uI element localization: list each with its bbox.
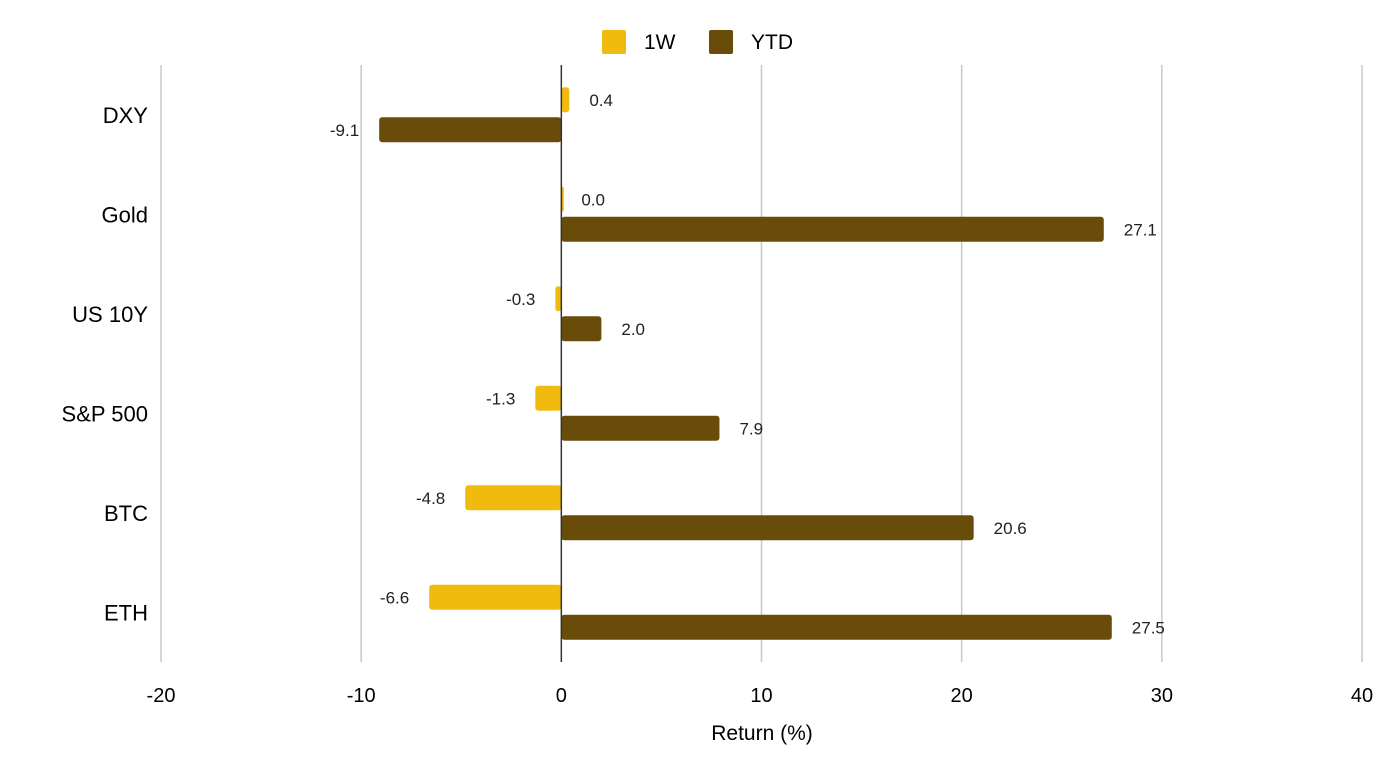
category-labels: DXY Gold US 10Y S&P 500 BTC ETH (62, 103, 149, 626)
value-label-ytd-us-10y: 2.0 (621, 320, 645, 339)
x-tick-labels: -20 -10 0 10 20 30 40 (147, 685, 1374, 707)
value-label-1w-btc: -4.8 (416, 489, 445, 508)
value-label-1w-gold: 0.0 (581, 190, 605, 209)
value-label-ytd-eth: 27.5 (1132, 618, 1165, 637)
bar-ytd-eth (561, 614, 1112, 640)
bar-1w-s-p-500 (535, 385, 562, 411)
value-label-ytd-dxy: -9.1 (330, 121, 359, 140)
legend-label-ytd: YTD (751, 31, 793, 54)
category-label-dxy: DXY (103, 103, 149, 128)
value-label-1w-dxy: 0.4 (589, 91, 613, 110)
bar-1w-dxy (561, 87, 570, 113)
x-tick-label-20: -20 (147, 685, 176, 707)
bar-ytd-us-10y (561, 316, 602, 342)
bar-ytd-dxy (379, 117, 562, 143)
value-labels: 0.4 -9.1 0.0 27.1 -0.3 2.0 -1.3 7.9 -4.8 20.6 -6.6… (330, 91, 1165, 638)
x-tick-label-40: 40 (1351, 685, 1373, 707)
category-label-us-10y: US 10Y (72, 302, 148, 327)
gridlines (160, 65, 1363, 662)
x-tick-label-10: 10 (750, 685, 772, 707)
bar-1w-eth (429, 584, 562, 610)
value-label-ytd-gold: 27.1 (1124, 220, 1157, 239)
category-label-btc: BTC (104, 501, 148, 526)
value-label-ytd-btc: 20.6 (994, 519, 1027, 538)
x-tick-label-10: -10 (347, 685, 376, 707)
bars (379, 65, 1112, 662)
value-label-1w-us-10y: -0.3 (506, 290, 535, 309)
bar-ytd-gold (561, 216, 1104, 242)
category-label-s-p-500: S&P 500 (62, 401, 148, 426)
bar-1w-btc (465, 485, 562, 511)
value-label-ytd-s-p-500: 7.9 (739, 419, 763, 438)
x-axis-title: Return (%) (711, 722, 813, 745)
legend-swatch-ytd (709, 30, 733, 54)
legend-item-ytd: YTD (709, 30, 793, 54)
value-label-1w-eth: -6.6 (380, 588, 409, 607)
category-label-gold: Gold (102, 202, 148, 227)
bar-1w-us-10y (555, 286, 562, 312)
x-tick-label-0: 0 (556, 685, 567, 707)
legend-item-1w: 1W (602, 30, 676, 54)
x-tick-label-20: 20 (951, 685, 973, 707)
legend-label-1w: 1W (644, 31, 676, 54)
bar-ytd-btc (561, 515, 974, 541)
bar-ytd-s-p-500 (561, 415, 720, 441)
legend: 1W YTD (602, 30, 793, 54)
x-tick-label-30: 30 (1151, 685, 1173, 707)
category-label-eth: ETH (104, 600, 148, 625)
legend-swatch-1w (602, 30, 626, 54)
value-label-1w-s-p-500: -1.3 (486, 389, 515, 408)
